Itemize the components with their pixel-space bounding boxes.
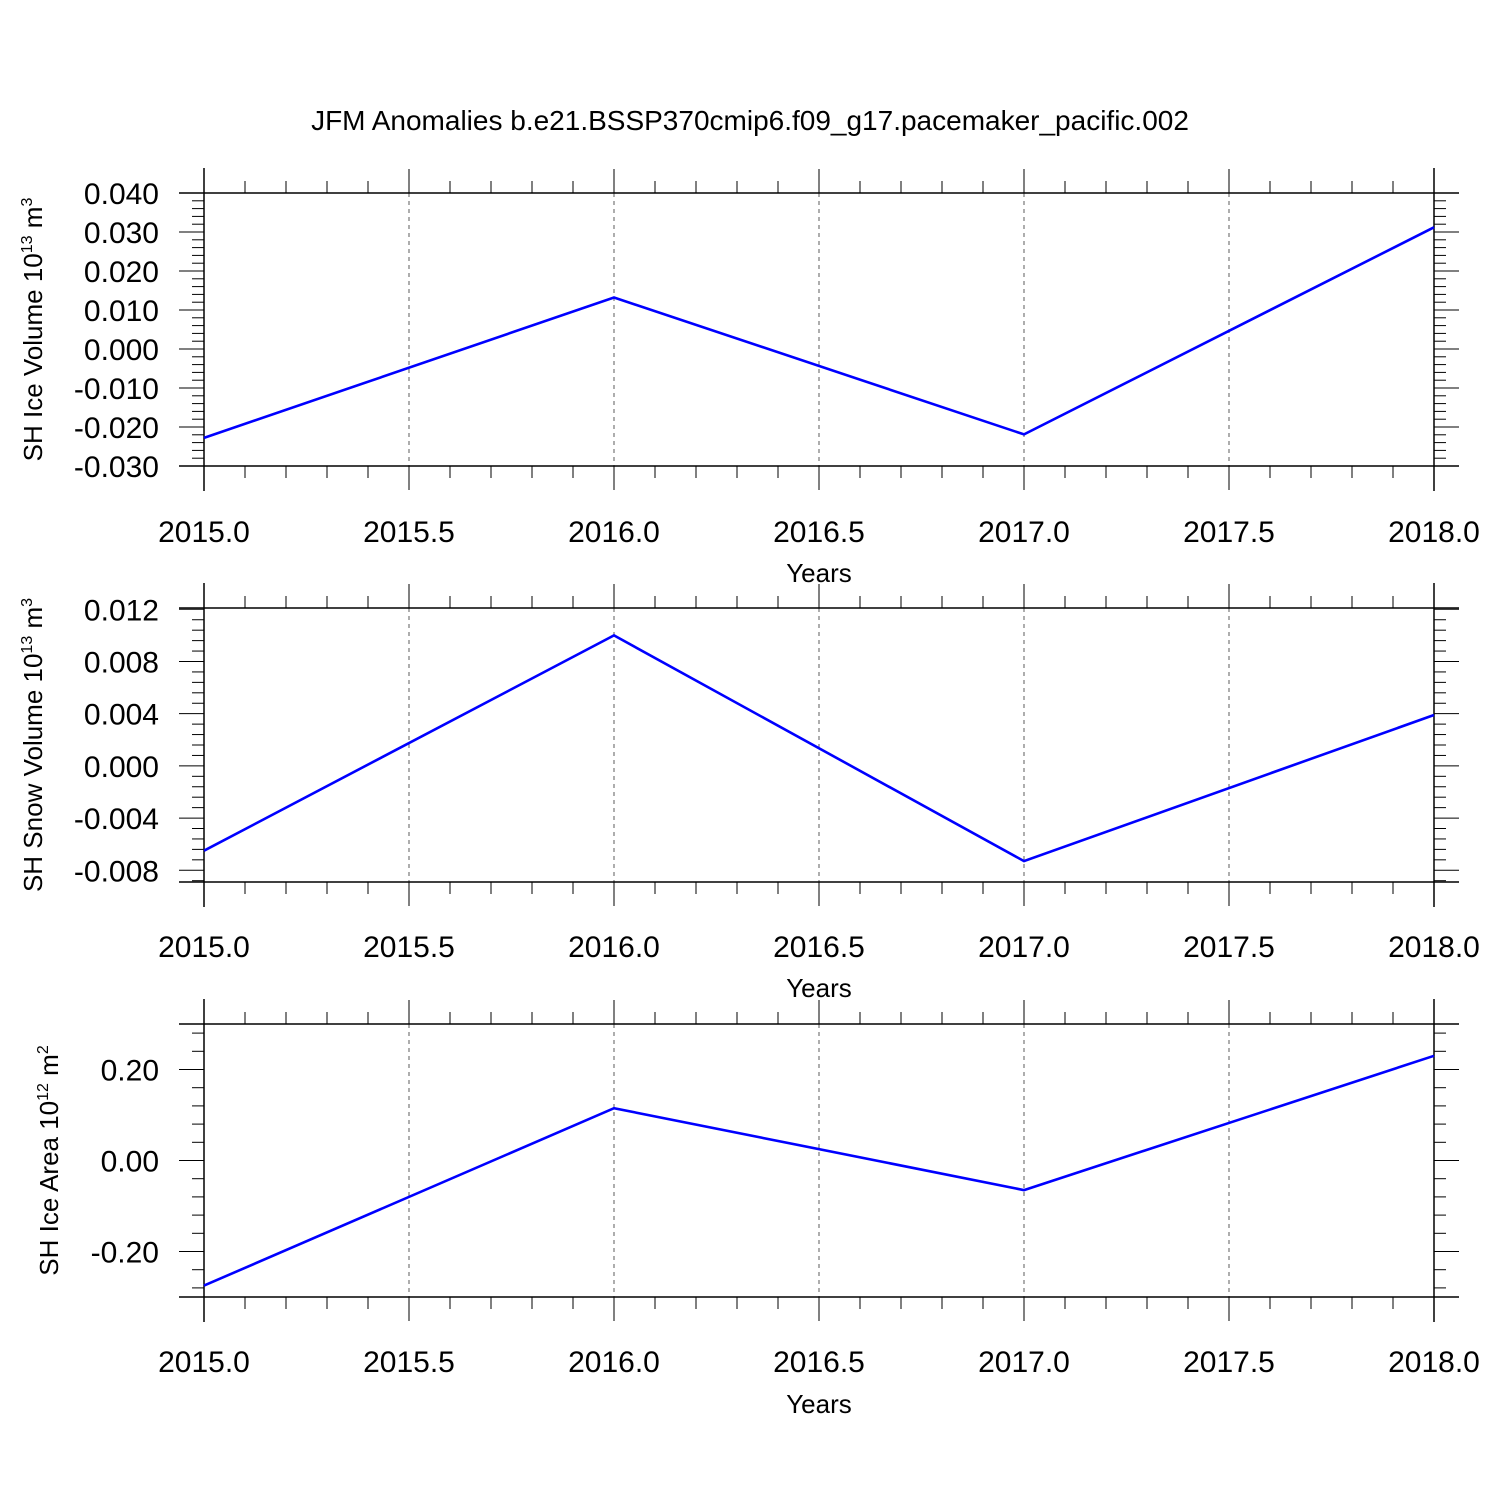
x-tick-label: 2015.0: [158, 931, 250, 964]
chart-panel-2: -0.008 -0.004 0.000 0.004 0.008 0.012 2015.0 20…: [18, 583, 1480, 1003]
x-tick-label: 2016.5: [773, 516, 865, 549]
x-tick-label: 2015.0: [158, 516, 250, 549]
x-axis-title: Years: [786, 558, 852, 588]
x-tick-label: 2015.0: [158, 1346, 250, 1379]
x-axis-title: Years: [786, 973, 852, 1003]
x-tick-label: 2016.0: [568, 1346, 660, 1379]
y-tick-label: 0.000: [84, 751, 159, 784]
y-tick-label: 0.012: [84, 594, 159, 627]
x-tick-label: 2017.5: [1183, 1346, 1275, 1379]
x-tick-label: 2017.0: [978, 1346, 1070, 1379]
y-tick-label: -0.030: [74, 451, 159, 484]
y-axis-title: SH Snow Volume 1013 m3: [18, 598, 48, 892]
x-axis-title: Years: [786, 1389, 852, 1419]
x-tick-label: 2017.5: [1183, 516, 1275, 549]
x-tick-label: 2016.5: [773, 1346, 865, 1379]
y-tick-label: 0.030: [84, 217, 159, 250]
y-tick-label: 0.008: [84, 646, 159, 679]
series-line: [203, 633, 1435, 863]
figure-title: JFM Anomalies b.e21.BSSP370cmip6.f09_g17…: [311, 105, 1189, 136]
y-tick-label: 0.000: [84, 334, 159, 367]
y-tick-label: 0.040: [84, 178, 159, 211]
x-tick-label: 2016.5: [773, 931, 865, 964]
chart-panel-3: -0.20 0.00 0.20 2015.0 2015.5 2016.0 2016.5 201…: [34, 999, 1480, 1419]
series-line: [203, 226, 1435, 440]
panels: -0.030 -0.020 -0.010 0.000 0.010 0.020 0.030 0.…: [18, 168, 1480, 1419]
x-tick-label: 2018.0: [1388, 516, 1480, 549]
series-line: [203, 1054, 1435, 1287]
y-tick-label: -0.010: [74, 373, 159, 406]
y-tick-label: 0.20: [101, 1055, 159, 1088]
x-tick-label: 2015.5: [363, 516, 455, 549]
y-tick-label: -0.020: [74, 412, 159, 445]
x-tick-label: 2015.5: [363, 1346, 455, 1379]
y-tick-label: -0.004: [74, 803, 159, 836]
chart-panel-1: -0.030 -0.020 -0.010 0.000 0.010 0.020 0.030 0.…: [18, 168, 1480, 588]
y-tick-label: 0.00: [101, 1146, 159, 1179]
y-tick-label: 0.020: [84, 256, 159, 289]
x-tick-label: 2017.0: [978, 516, 1070, 549]
x-tick-label: 2017.0: [978, 931, 1070, 964]
y-tick-label: 0.004: [84, 699, 159, 732]
y-axis-title: SH Ice Area 1012 m2: [34, 1045, 64, 1276]
y-axis-title: SH Ice Volume 1013 m3: [18, 198, 48, 462]
y-tick-label: 0.010: [84, 295, 159, 328]
x-tick-label: 2016.0: [568, 931, 660, 964]
y-tick-label: -0.008: [74, 855, 159, 888]
x-tick-label: 2017.5: [1183, 931, 1275, 964]
x-tick-label: 2015.5: [363, 931, 455, 964]
x-tick-label: 2016.0: [568, 516, 660, 549]
y-tick-label: -0.20: [91, 1237, 159, 1270]
x-tick-label: 2018.0: [1388, 931, 1480, 964]
x-tick-label: 2018.0: [1388, 1346, 1480, 1379]
